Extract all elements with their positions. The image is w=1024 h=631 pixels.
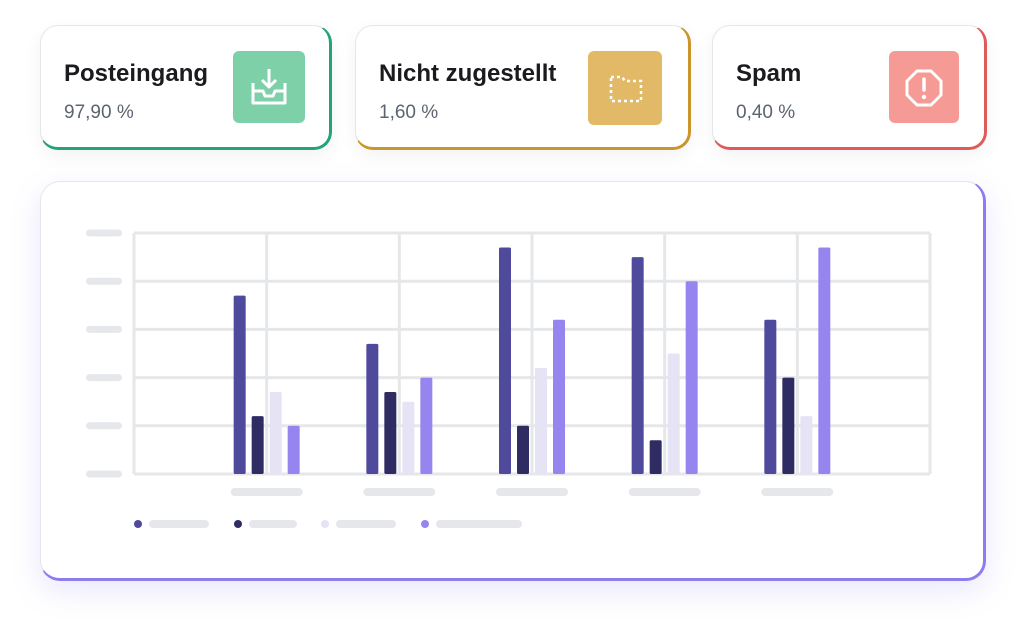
legend-placeholder [436,520,522,528]
card-title: Posteingang [64,60,209,87]
alert-icon [905,69,943,107]
bar [535,367,547,474]
folder-icon [609,75,643,103]
bar [685,281,698,474]
card-value: 97,90 % [64,102,134,123]
inbox-icon [251,69,287,105]
bar [553,319,565,474]
bar [384,392,397,474]
stat-card: Posteingang 97,90 % [40,25,332,150]
legend-dot [421,520,429,528]
x-tick-placeholder [363,488,436,496]
y-tick-placeholder [86,229,122,237]
bar [818,247,831,474]
bar [782,377,795,474]
x-tick-placeholder [496,488,568,496]
x-tick-placeholder [761,488,834,496]
bar [649,440,662,474]
y-tick-placeholder [86,470,122,478]
bar [269,392,282,474]
bar [420,377,433,474]
y-tick-placeholder [86,374,122,382]
stat-card: Spam 0,40 % [712,25,987,150]
x-tick-placeholder [628,488,701,496]
bar [631,257,644,474]
legend-placeholder [149,520,209,528]
bar [764,319,777,474]
y-tick-placeholder [86,325,122,333]
bar [499,247,511,474]
bar [287,425,300,474]
legend-placeholder [336,520,396,528]
card-icon [233,51,305,123]
legend-dot [234,520,242,528]
y-tick-placeholder [86,277,122,285]
bar [251,416,264,474]
bar [366,343,379,474]
stat-card: Nicht zugestellt 1,60 % [355,25,691,150]
legend-dot [134,520,142,528]
bar [402,401,415,474]
bar [233,295,246,474]
legend-dot [321,520,329,528]
card-title: Nicht zugestellt [379,60,557,87]
card-value: 0,40 % [736,102,796,123]
bar [517,425,529,474]
card-value: 1,60 % [379,102,439,123]
x-tick-placeholder [230,488,303,496]
card-icon [889,51,959,123]
y-tick-placeholder [86,422,122,430]
bar [800,416,813,474]
bar [667,353,680,474]
legend-placeholder [249,520,297,528]
card-title: Spam [736,60,802,87]
card-icon [588,51,662,125]
